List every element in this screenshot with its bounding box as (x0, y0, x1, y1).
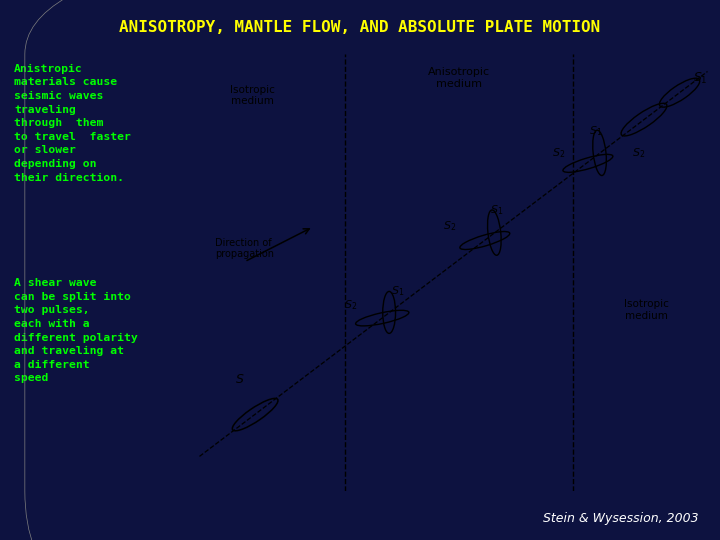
Text: A shear wave
can be split into
two pulses,
each with a
different polarity
and tr: A shear wave can be split into two pulse… (14, 278, 138, 383)
Text: $S_1$: $S_1$ (693, 71, 708, 86)
Text: $S_2$: $S_2$ (344, 298, 357, 312)
Text: $S_1$: $S_1$ (392, 285, 405, 299)
Text: $S_2$: $S_2$ (632, 146, 645, 160)
Text: $S$: $S$ (235, 373, 244, 386)
Text: ANISOTROPY, MANTLE FLOW, AND ABSOLUTE PLATE MOTION: ANISOTROPY, MANTLE FLOW, AND ABSOLUTE PL… (120, 19, 600, 35)
Text: $S_2$: $S_2$ (443, 219, 456, 233)
Text: Isotropic
medium: Isotropic medium (230, 85, 275, 106)
Text: Isotropic
medium: Isotropic medium (624, 299, 669, 321)
Text: Direction of
propagation: Direction of propagation (215, 238, 274, 259)
Text: $S_1$: $S_1$ (589, 125, 603, 138)
Text: Anisotropic
medium: Anisotropic medium (428, 67, 490, 89)
Text: Anistropic
materials cause
seismic waves
traveling
through  them
to travel  fast: Anistropic materials cause seismic waves… (14, 64, 131, 183)
Text: $S_1$: $S_1$ (490, 204, 504, 217)
Text: $S_2$: $S_2$ (552, 146, 565, 160)
Text: Stein & Wysession, 2003: Stein & Wysession, 2003 (543, 511, 698, 525)
